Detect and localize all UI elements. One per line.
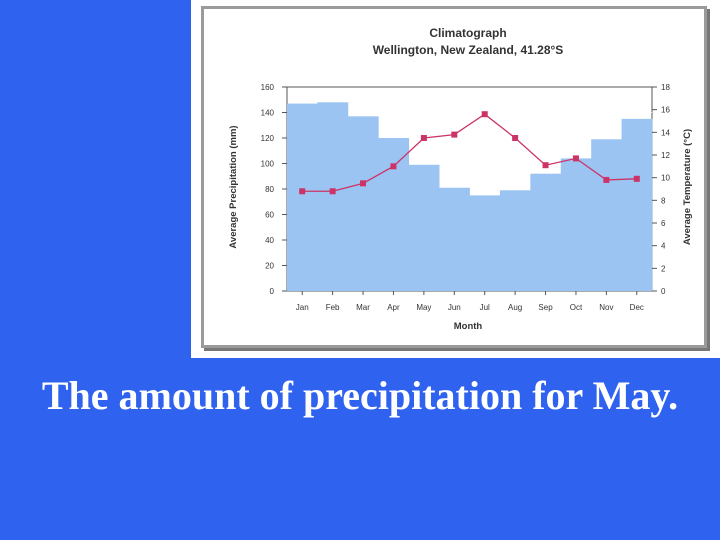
x-tick-label: Mar: [356, 303, 370, 312]
y-axis-right-label: Average Temperature (°C): [682, 129, 693, 245]
temp-point-mar: [360, 180, 367, 187]
x-tick-label: May: [416, 303, 431, 312]
temperature-polyline: [302, 113, 637, 192]
y-right-tick-label: 14: [661, 128, 670, 137]
x-tick-label: Jun: [448, 303, 461, 312]
x-tick-label: Oct: [570, 303, 583, 312]
y-left-tick-label: 140: [261, 109, 275, 118]
precip-bar-oct: [560, 158, 592, 291]
temp-point-jun: [451, 131, 458, 138]
climatograph-chart: Climatograph Wellington, New Zealand, 41…: [201, 6, 707, 348]
y-left-tick-label: 60: [265, 211, 274, 220]
precip-bar-feb: [317, 102, 349, 291]
x-tick-label: Dec: [630, 303, 644, 312]
temperature-line: [299, 111, 640, 195]
precip-bar-dec: [621, 118, 653, 291]
precip-bar-nov: [591, 139, 622, 291]
y-right-tick-label: 6: [661, 219, 666, 228]
y-right-tick-label: 10: [661, 174, 670, 183]
x-tick-label: Feb: [326, 303, 340, 312]
slide-caption: The amount of precipitation for May.: [41, 373, 679, 418]
y-right-tick-label: 0: [661, 287, 666, 296]
precip-bar-aug: [499, 190, 531, 291]
temp-point-jul: [481, 111, 488, 118]
y-left-tick-label: 160: [261, 83, 275, 92]
x-tick-label: Aug: [508, 303, 522, 312]
x-tick-label: Jan: [296, 303, 309, 312]
y-left-tick-label: 80: [265, 185, 274, 194]
chart-svg: Climatograph Wellington, New Zealand, 41…: [228, 26, 693, 332]
x-tick-label: Jul: [480, 303, 490, 312]
precip-bar-may: [408, 164, 440, 291]
temp-point-feb: [329, 188, 336, 195]
y-left-tick-label: 0: [270, 287, 275, 296]
precip-bar-sep: [530, 173, 562, 291]
precip-bar-apr: [378, 138, 410, 291]
temp-point-nov: [603, 176, 610, 183]
temp-point-sep: [542, 162, 549, 169]
y-right-tick-label: 4: [661, 242, 666, 251]
y-right-tick-label: 18: [661, 83, 670, 92]
precip-bar-jul: [469, 195, 501, 291]
y-right-tick-label: 16: [661, 106, 670, 115]
precip-bar-jan: [287, 103, 318, 291]
x-tick-label: Nov: [599, 303, 613, 312]
x-tick-label: Sep: [538, 303, 553, 312]
temp-point-apr: [390, 163, 397, 170]
temp-point-may: [420, 135, 427, 141]
y-left-tick-label: 20: [265, 262, 274, 271]
y-right-tick-label: 12: [661, 151, 670, 160]
y-right-tick-label: 2: [661, 264, 666, 273]
temp-point-dec: [633, 175, 640, 182]
axis-ticks: 0 20 40 60 80 100 120 140 160 0 2 4 6 8 10 12 14 16 18 Jan F…: [261, 83, 671, 312]
y-right-tick-label: 8: [661, 196, 666, 205]
precip-bar-mar: [347, 116, 379, 291]
y-left-tick-label: 120: [261, 134, 275, 143]
chart-subtitle: Wellington, New Zealand, 41.28°S: [373, 43, 564, 57]
y-axis-left-label: Average Precipitation (mm): [228, 125, 239, 248]
temp-point-jan: [299, 188, 306, 195]
chart-title: Climatograph: [429, 26, 506, 40]
temp-point-aug: [512, 135, 519, 141]
precip-bar-jun: [439, 187, 470, 291]
temp-point-oct: [572, 155, 579, 162]
x-axis-label: Month: [454, 321, 483, 332]
x-tick-label: Apr: [387, 303, 400, 312]
y-left-tick-label: 40: [265, 236, 274, 245]
y-left-tick-label: 100: [261, 160, 275, 169]
